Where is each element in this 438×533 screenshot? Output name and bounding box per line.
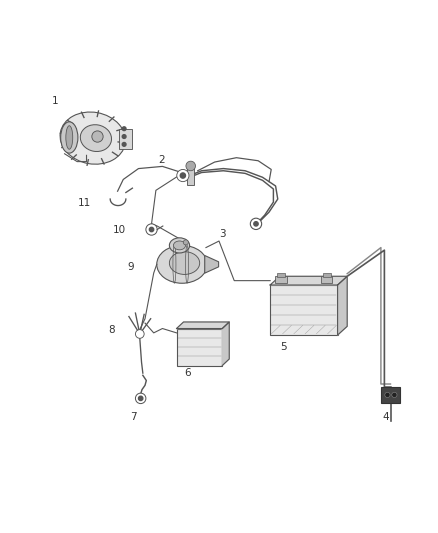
Polygon shape — [270, 276, 347, 285]
Polygon shape — [338, 276, 347, 335]
FancyBboxPatch shape — [120, 128, 132, 149]
FancyBboxPatch shape — [321, 276, 332, 283]
FancyBboxPatch shape — [177, 328, 222, 366]
Ellipse shape — [60, 112, 126, 164]
Text: 3: 3 — [219, 229, 226, 239]
Text: 6: 6 — [184, 368, 191, 378]
Ellipse shape — [170, 252, 200, 274]
Circle shape — [392, 392, 397, 398]
FancyBboxPatch shape — [323, 273, 331, 277]
Circle shape — [180, 173, 185, 178]
Text: 1: 1 — [51, 96, 58, 106]
Circle shape — [122, 135, 126, 139]
Text: 5: 5 — [280, 342, 286, 352]
Circle shape — [183, 240, 188, 245]
FancyBboxPatch shape — [381, 387, 400, 403]
Polygon shape — [222, 322, 229, 366]
Text: 7: 7 — [130, 411, 136, 422]
Polygon shape — [177, 322, 229, 328]
Circle shape — [138, 396, 143, 400]
Circle shape — [122, 127, 126, 131]
Ellipse shape — [61, 122, 78, 153]
Ellipse shape — [80, 125, 112, 151]
Text: 8: 8 — [108, 325, 115, 335]
Circle shape — [186, 161, 195, 171]
Circle shape — [135, 393, 146, 403]
FancyBboxPatch shape — [277, 273, 285, 277]
Ellipse shape — [170, 238, 190, 253]
FancyBboxPatch shape — [187, 167, 194, 185]
Circle shape — [146, 224, 157, 235]
Ellipse shape — [157, 245, 207, 283]
Circle shape — [122, 142, 126, 146]
Circle shape — [254, 222, 258, 226]
Ellipse shape — [173, 241, 186, 250]
Circle shape — [92, 131, 103, 142]
Circle shape — [177, 169, 189, 182]
FancyBboxPatch shape — [276, 276, 287, 283]
Circle shape — [385, 392, 390, 398]
Ellipse shape — [66, 126, 73, 149]
FancyBboxPatch shape — [270, 285, 338, 335]
Text: 2: 2 — [158, 155, 165, 165]
Text: 4: 4 — [382, 411, 389, 422]
Circle shape — [149, 228, 154, 232]
Text: 9: 9 — [127, 262, 134, 271]
Text: 10: 10 — [113, 224, 126, 235]
Circle shape — [251, 218, 261, 230]
Text: 11: 11 — [78, 198, 91, 208]
Circle shape — [135, 329, 144, 338]
Polygon shape — [205, 255, 219, 273]
